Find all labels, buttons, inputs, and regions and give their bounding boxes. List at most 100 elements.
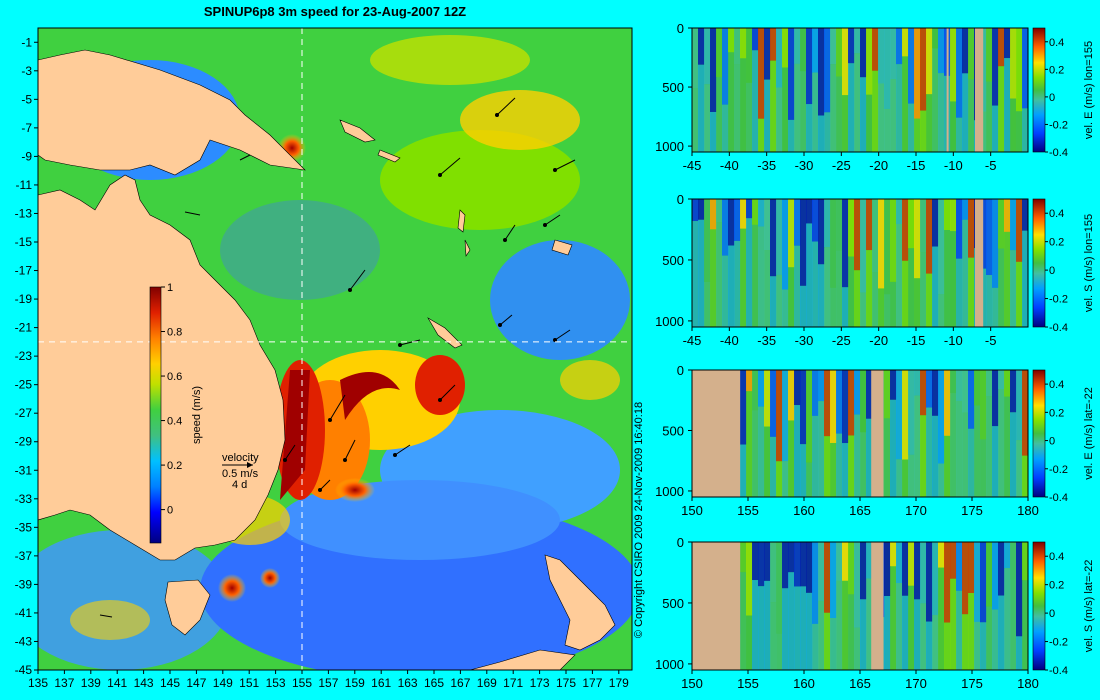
section-cell [758, 586, 765, 670]
section-cell [734, 28, 741, 65]
section-cell [998, 28, 1005, 67]
section-cell [830, 287, 837, 327]
map-y-tick-label: -39 [15, 577, 33, 591]
section-cell [1010, 370, 1017, 413]
section-cell [800, 444, 807, 497]
section-colorbar-label: vel. E (m/s) lon=155 [1083, 41, 1095, 139]
section-cell [800, 542, 807, 587]
section-land [692, 542, 741, 670]
section-cell [926, 28, 933, 95]
section-cell [854, 627, 861, 670]
section-cell [932, 415, 939, 497]
section-cell [806, 223, 813, 327]
section-cell [788, 267, 795, 327]
section-cell [1022, 580, 1029, 670]
section-cell [1010, 250, 1017, 327]
section-cell [980, 268, 987, 327]
section-cell [746, 28, 753, 83]
velocity-legend-scale: 0.5 m/s [222, 468, 259, 480]
section-cell [926, 94, 933, 152]
section-cell [848, 28, 855, 64]
section-cell [782, 461, 789, 497]
section-panels: -45 -40 -35 -30 -25 -20 -15 -10 -5 0 500 1000 0.4 0.2… [655, 21, 1095, 691]
land-new-zealand-north [544, 554, 616, 651]
section-colorbar [1032, 198, 1046, 328]
section-cell [854, 370, 861, 415]
section-cell [782, 370, 789, 462]
section-cell [842, 287, 849, 327]
section-cell [740, 58, 747, 152]
section-cell [842, 370, 849, 444]
section-cell [860, 28, 867, 78]
section-cell [944, 370, 951, 436]
section-cell [830, 442, 837, 497]
section-cell [746, 218, 753, 327]
section-cell [914, 370, 921, 396]
map-x-tick-label: 175 [556, 676, 576, 690]
section-cell [854, 53, 861, 153]
section-cell [896, 28, 903, 65]
section-cell [776, 28, 783, 88]
section-cell [776, 87, 783, 152]
map-y-tick-label: -31 [15, 463, 33, 477]
section-cell [974, 542, 981, 622]
section-x-tick-label: 155 [737, 676, 759, 691]
section-cell [908, 370, 915, 455]
section-colorbar-tick-label: 0 [1049, 608, 1055, 620]
map-y-tick-label: -19 [15, 292, 33, 306]
section-colorbar-tick-label: 0.4 [1049, 208, 1064, 220]
section-cell [968, 28, 975, 80]
section-cell [800, 28, 807, 72]
section-cell [818, 600, 825, 670]
section-cell [896, 223, 903, 327]
section-cell [998, 66, 1005, 152]
section-cell [902, 260, 909, 327]
section-cell [722, 199, 729, 256]
section-cell [938, 542, 945, 568]
section-colorbar-tick-label: 0.2 [1049, 64, 1064, 76]
section-cell [890, 199, 897, 282]
map-frame [37, 27, 633, 671]
section-cell [746, 370, 753, 392]
section-y-tick-label: 0 [677, 21, 684, 36]
section-cell [902, 199, 909, 261]
section-cell [740, 199, 747, 229]
section-cell [836, 250, 843, 327]
section-cell [740, 28, 747, 59]
section-cell [986, 370, 993, 397]
section-cell [752, 28, 759, 51]
map-x-tick-label: 179 [609, 676, 629, 690]
section-cell [752, 199, 759, 225]
section-cell [698, 219, 705, 327]
section-cell [704, 28, 711, 85]
land-australia [38, 174, 286, 561]
section-cell [728, 52, 735, 152]
section-x-tick-label: -20 [869, 158, 888, 173]
section-land [692, 370, 741, 497]
section-x-tick-label: -15 [907, 158, 926, 173]
section-x-tick-label: 160 [793, 676, 815, 691]
map-x-tick-label: 167 [450, 676, 470, 690]
section-cell [776, 274, 783, 327]
section-cell [890, 28, 897, 80]
land-solomon-islands [339, 119, 401, 163]
section-cell [842, 199, 849, 288]
section-cell [992, 426, 999, 497]
section-panel: 150 155 160 165 170 175 180 0 500 1000 0.4 0.2 0 -0.2… [655, 363, 1095, 518]
section-cell [842, 28, 849, 96]
section-cell [1004, 28, 1011, 59]
map-x-tick-label: 161 [371, 676, 391, 690]
section-cell [848, 594, 855, 670]
section-cell [950, 370, 957, 394]
section-cell [896, 582, 903, 670]
section-cell [1004, 370, 1011, 397]
section-cell [866, 578, 873, 670]
section-cell [932, 199, 939, 247]
section-cell [908, 585, 915, 670]
section-x-tick-label: -45 [683, 333, 702, 348]
section-cell [896, 199, 903, 224]
section-cell [998, 389, 1005, 497]
section-cell [866, 199, 873, 251]
section-cell [986, 542, 993, 607]
section-cell [1004, 199, 1011, 232]
